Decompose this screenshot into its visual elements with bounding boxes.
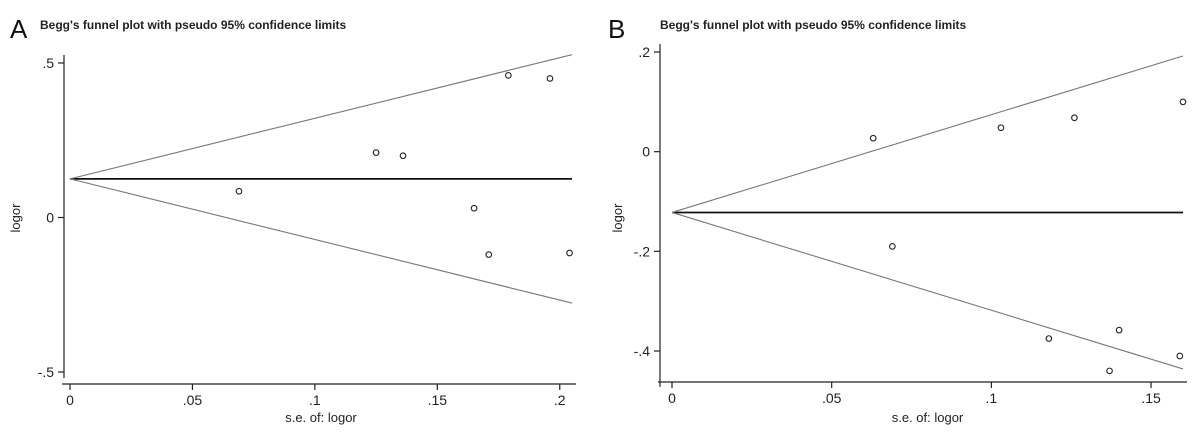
study-point	[546, 75, 554, 82]
y-tick-label: 0	[642, 144, 650, 160]
funnel-plot-panel-a: A Begg's funnel plot with pseudo 95% con…	[8, 14, 576, 425]
x-tick-label: .1	[309, 392, 321, 408]
study-point	[372, 149, 380, 156]
y-axis-label: logor	[8, 203, 23, 233]
chart-title: Begg's funnel plot with pseudo 95% confi…	[660, 18, 967, 32]
x-tick-label: 0	[668, 390, 676, 406]
x-tick-label: .15	[428, 392, 448, 408]
y-tick-label: -.4	[634, 343, 651, 359]
funnel-plot-a: -.5 0 .5 logor 0 .05 .1 .15 .2 s.e. of: logor	[8, 54, 576, 425]
panel-letter: B	[608, 14, 626, 44]
y-tick-label: -.2	[634, 243, 651, 259]
y-tick-label: 0	[46, 210, 54, 226]
panel-letter: A	[10, 14, 28, 44]
study-point	[235, 187, 243, 195]
confidence-limit-line	[671, 55, 1184, 213]
y-axis-label: logor	[610, 203, 625, 233]
x-tick-label: .05	[822, 390, 842, 406]
chart-title: Begg's funnel plot with pseudo 95% confi…	[40, 18, 347, 32]
x-tick-label: .2	[554, 392, 566, 408]
x-axis-label: s.e. of: logor	[892, 410, 964, 425]
study-point	[1176, 352, 1184, 360]
study-point	[1106, 367, 1113, 375]
x-axis-label: s.e. of: logor	[285, 410, 357, 425]
study-point	[485, 251, 493, 258]
study-point	[869, 134, 877, 142]
y-tick-label: -.5	[38, 364, 55, 380]
study-point	[1045, 335, 1053, 342]
y-tick-label: .2	[638, 44, 650, 60]
study-point	[470, 204, 478, 212]
study-point	[997, 124, 1005, 132]
x-tick-label: .15	[1141, 390, 1161, 406]
confidence-limit-line	[671, 211, 1184, 370]
x-tick-label: 0	[66, 392, 74, 408]
x-tick-label: .1	[986, 390, 998, 406]
study-point	[399, 152, 407, 160]
confidence-limit-line	[69, 178, 573, 304]
confidence-limit-line	[69, 54, 573, 180]
x-tick-label: .05	[183, 392, 203, 408]
funnel-plot-b: -.4 -.2 0 .2 logor 0 .05 .1 .15 s.e. of: logor	[610, 44, 1187, 425]
study-point	[1179, 98, 1187, 106]
study-point	[1115, 326, 1123, 334]
funnel-plot-panel-b: B Begg's funnel plot with pseudo 95% con…	[600, 0, 1200, 434]
study-point	[889, 243, 896, 250]
study-point	[566, 249, 573, 257]
y-tick-label: .5	[42, 55, 54, 71]
study-point	[504, 72, 512, 79]
study-point	[1071, 114, 1078, 122]
